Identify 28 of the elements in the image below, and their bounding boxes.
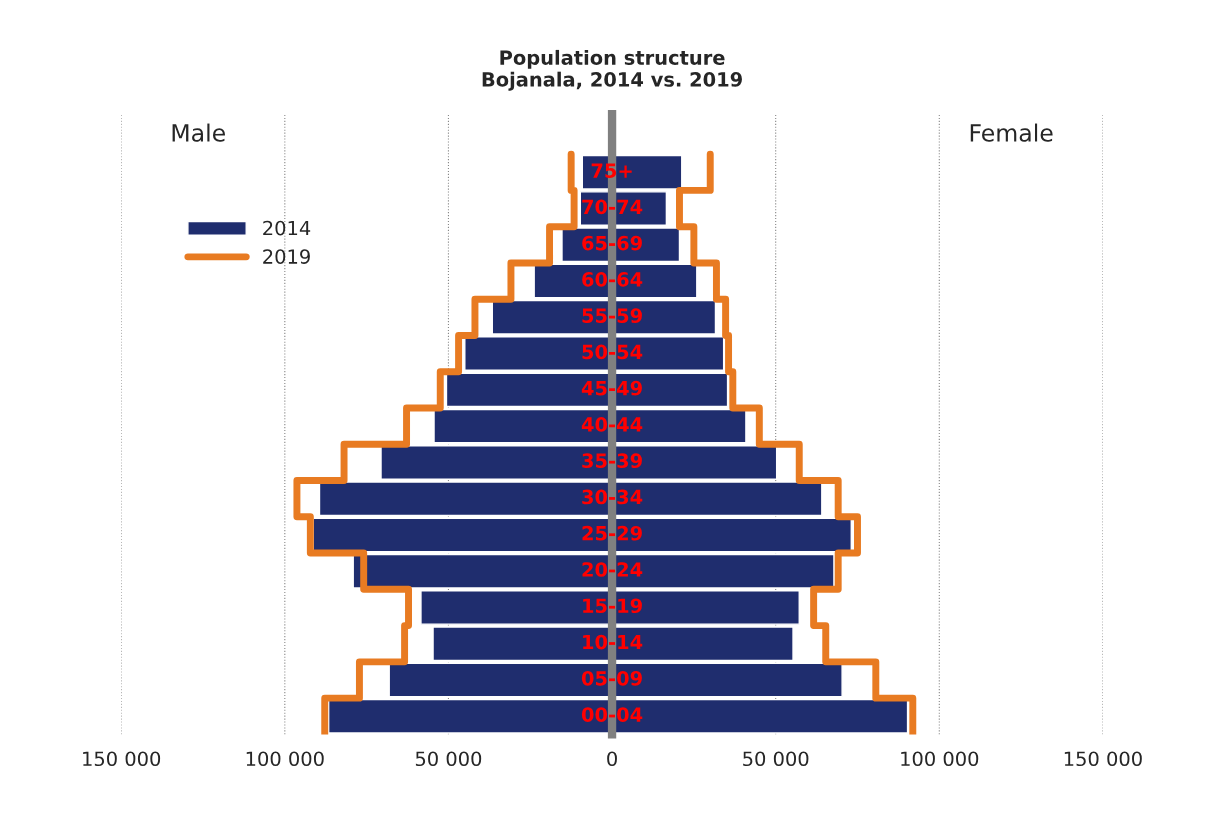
y-tick-label: 35-39 xyxy=(582,453,642,469)
text: Female xyxy=(970,123,1053,142)
chart-title: Population structure Bojanala, 2014 vs. 2019 xyxy=(482,49,742,91)
x-tick-label: 100 000 xyxy=(246,751,324,767)
y-tick-label: 75+ xyxy=(591,163,632,178)
y-tick-label: 00-04 xyxy=(581,707,643,722)
legend-label: 2019 xyxy=(263,249,310,264)
y-tick-label: 40-44 xyxy=(581,417,643,432)
legend-label: 2014 xyxy=(263,220,311,236)
x-tick-label: 150 000 xyxy=(83,751,161,767)
x-tick-label: 0 xyxy=(607,751,617,767)
y-tick-label: 65-69 xyxy=(582,235,642,251)
y-tick-label: 05-09 xyxy=(581,670,642,686)
y-tick-label: 15-19 xyxy=(583,598,642,614)
x-tick-label: 150 000 xyxy=(1064,751,1142,767)
y-tick-label: 55-59 xyxy=(582,308,642,323)
y-tick-label: 60-64 xyxy=(582,272,643,287)
y-tick-label: 45-49 xyxy=(581,380,642,396)
x-tick-label: 50 000 xyxy=(415,751,482,767)
y-tick-label: 10-14 xyxy=(583,634,643,650)
text: Male xyxy=(172,123,225,142)
y-tick-label: 70-74 xyxy=(582,199,643,215)
y-tick-label: 25-29 xyxy=(582,525,642,541)
x-tick-label: 50 000 xyxy=(743,751,809,767)
y-tick-label: 50-54 xyxy=(582,344,643,360)
y-tick-label: 30-34 xyxy=(582,489,643,505)
x-tick-label: 100 000 xyxy=(901,751,979,767)
y-tick-label: 20-24 xyxy=(582,562,643,577)
